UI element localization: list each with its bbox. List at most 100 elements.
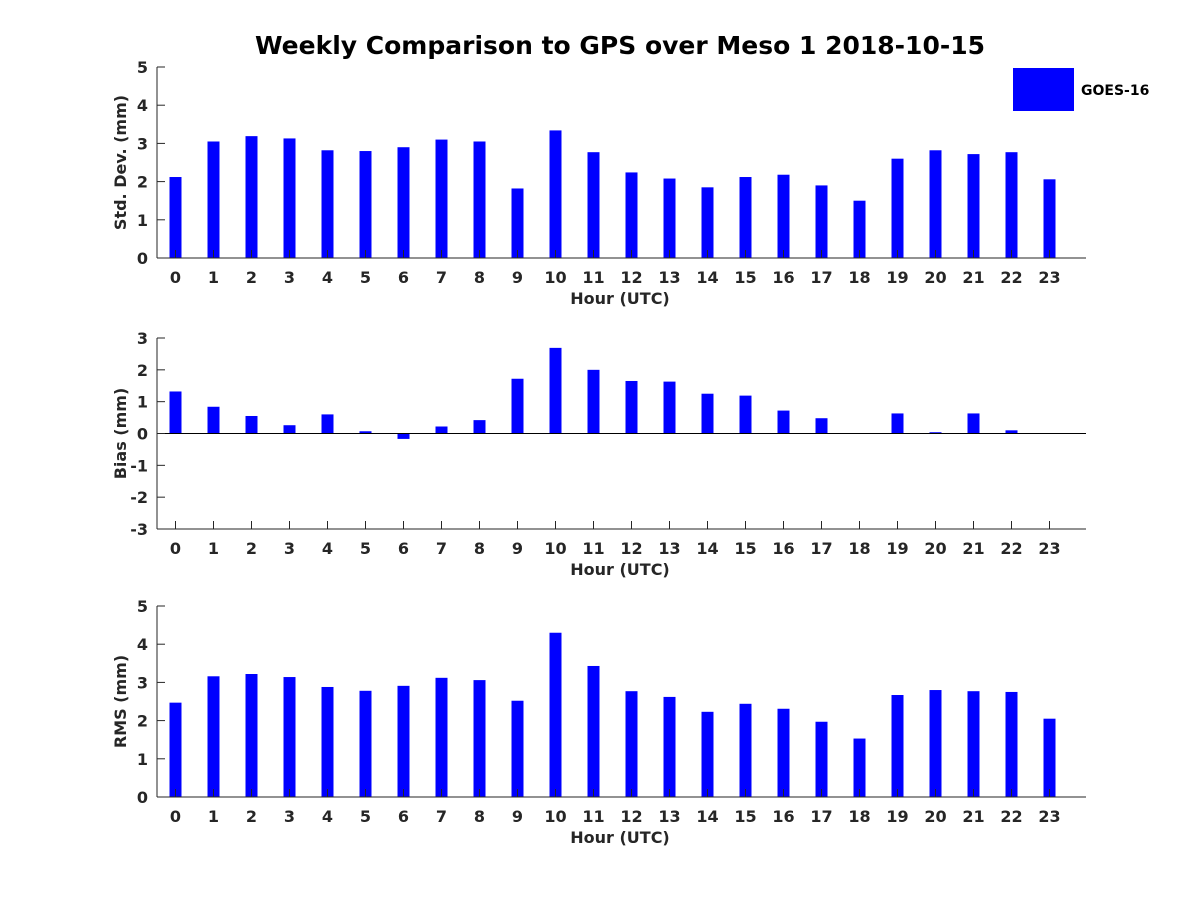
std-bar-3 <box>283 138 296 258</box>
bias-bar-1 <box>207 406 220 434</box>
std-x-tick-label: 15 <box>734 268 756 287</box>
bias-x-tick-label: 3 <box>284 539 295 558</box>
std-x-tick-label: 19 <box>886 268 908 287</box>
bias-x-tick-label: 4 <box>322 539 333 558</box>
std-x-tick-label: 17 <box>810 268 832 287</box>
std-x-tick-label: 4 <box>322 268 333 287</box>
rms-x-tick-label: 21 <box>962 807 984 826</box>
bias-bar-9 <box>511 378 524 434</box>
std-x-tick-label: 7 <box>436 268 447 287</box>
rms-y-tick-label: 3 <box>137 673 148 692</box>
rms-x-tick-label: 5 <box>360 807 371 826</box>
std-bar-18 <box>853 200 866 258</box>
rms-x-tick-label: 22 <box>1000 807 1022 826</box>
bias-bar-13 <box>663 381 676 434</box>
rms-bar-22 <box>1005 691 1018 797</box>
bias-bar-3 <box>283 425 296 434</box>
bias-x-tick-label: 14 <box>696 539 718 558</box>
std-x-tick-label: 23 <box>1038 268 1060 287</box>
rms-bar-11 <box>587 665 600 797</box>
std-x-tick-label: 6 <box>398 268 409 287</box>
bias-y-tick-label: -2 <box>130 488 148 507</box>
bias-bar-12 <box>625 380 638 434</box>
legend-label: GOES-16 <box>1081 83 1149 99</box>
bias-x-tick-label: 12 <box>620 539 642 558</box>
rms-x-tick-label: 14 <box>696 807 718 826</box>
std-x-tick-label: 2 <box>246 268 257 287</box>
bias-y-tick-label: -1 <box>130 456 148 475</box>
bias-y-tick-label: -3 <box>130 520 148 539</box>
rms-bar-21 <box>967 691 980 797</box>
std-x-tick-label: 11 <box>582 268 604 287</box>
rms-bar-20 <box>929 690 942 797</box>
std-x-tick-label: 10 <box>544 268 566 287</box>
rms-bar-0 <box>169 702 182 797</box>
std-bar-12 <box>625 172 638 258</box>
rms-x-tick-label: 11 <box>582 807 604 826</box>
std-bar-0 <box>169 177 182 258</box>
rms-bar-10 <box>549 632 562 797</box>
bias-y-tick-label: 2 <box>137 361 148 380</box>
rms-bar-18 <box>853 738 866 797</box>
rms-x-tick-label: 2 <box>246 807 257 826</box>
rms-x-tick-label: 1 <box>208 807 219 826</box>
std-y-tick-label: 1 <box>137 211 148 230</box>
bias-y-tick-label: 3 <box>137 329 148 348</box>
bias-x-tick-label: 19 <box>886 539 908 558</box>
std-x-axis-label: Hour (UTC) <box>570 289 670 308</box>
rms-bar-19 <box>891 695 904 797</box>
std-y-tick-label: 2 <box>137 173 148 192</box>
rms-bar-8 <box>473 680 486 797</box>
bias-y-axis-label: Bias (mm) <box>111 388 130 480</box>
std-bar-6 <box>397 147 410 258</box>
bias-x-tick-label: 18 <box>848 539 870 558</box>
bias-x-tick-label: 2 <box>246 539 257 558</box>
std-bar-2 <box>245 136 258 258</box>
std-y-tick-label: 3 <box>137 134 148 153</box>
rms-y-tick-label: 4 <box>137 635 148 654</box>
bias-bar-11 <box>587 369 600 434</box>
legend: GOES-16 <box>1013 68 1149 111</box>
std-x-tick-label: 22 <box>1000 268 1022 287</box>
rms-bar-3 <box>283 677 296 797</box>
rms-bar-14 <box>701 711 714 797</box>
rms-x-tick-label: 7 <box>436 807 447 826</box>
bias-x-tick-label: 17 <box>810 539 832 558</box>
bias-x-axis-label: Hour (UTC) <box>570 560 670 579</box>
std-x-tick-label: 12 <box>620 268 642 287</box>
std-bar-7 <box>435 139 448 258</box>
bias-bar-8 <box>473 420 486 434</box>
bias-bar-2 <box>245 415 258 434</box>
std-y-tick-label: 4 <box>137 96 148 115</box>
rms-bar-5 <box>359 690 372 797</box>
bias-x-tick-label: 15 <box>734 539 756 558</box>
rms-x-tick-label: 8 <box>474 807 485 826</box>
rms-x-tick-label: 10 <box>544 807 566 826</box>
bias-bar-15 <box>739 395 752 434</box>
rms-bar-17 <box>815 721 828 797</box>
bias-bar-20 <box>929 432 942 434</box>
rms-x-tick-label: 0 <box>170 807 181 826</box>
std-y-axis-label: Std. Dev. (mm) <box>111 95 130 230</box>
rms-x-tick-label: 13 <box>658 807 680 826</box>
rms-bar-2 <box>245 674 258 797</box>
bias-bar-5 <box>359 431 372 434</box>
std-bar-17 <box>815 185 828 258</box>
std-bar-16 <box>777 174 790 258</box>
bias-x-tick-label: 5 <box>360 539 371 558</box>
bias-x-tick-label: 10 <box>544 539 566 558</box>
rms-bar-6 <box>397 685 410 797</box>
bias-x-tick-label: 9 <box>512 539 523 558</box>
bias-x-tick-label: 0 <box>170 539 181 558</box>
bias-x-tick-label: 13 <box>658 539 680 558</box>
rms-x-tick-label: 3 <box>284 807 295 826</box>
rms-x-tick-label: 23 <box>1038 807 1060 826</box>
std-bar-14 <box>701 187 714 258</box>
bias-y-tick-label: 0 <box>137 425 148 444</box>
std-y-tick-label: 5 <box>137 58 148 77</box>
std-bar-1 <box>207 141 220 258</box>
rms-x-tick-label: 20 <box>924 807 946 826</box>
